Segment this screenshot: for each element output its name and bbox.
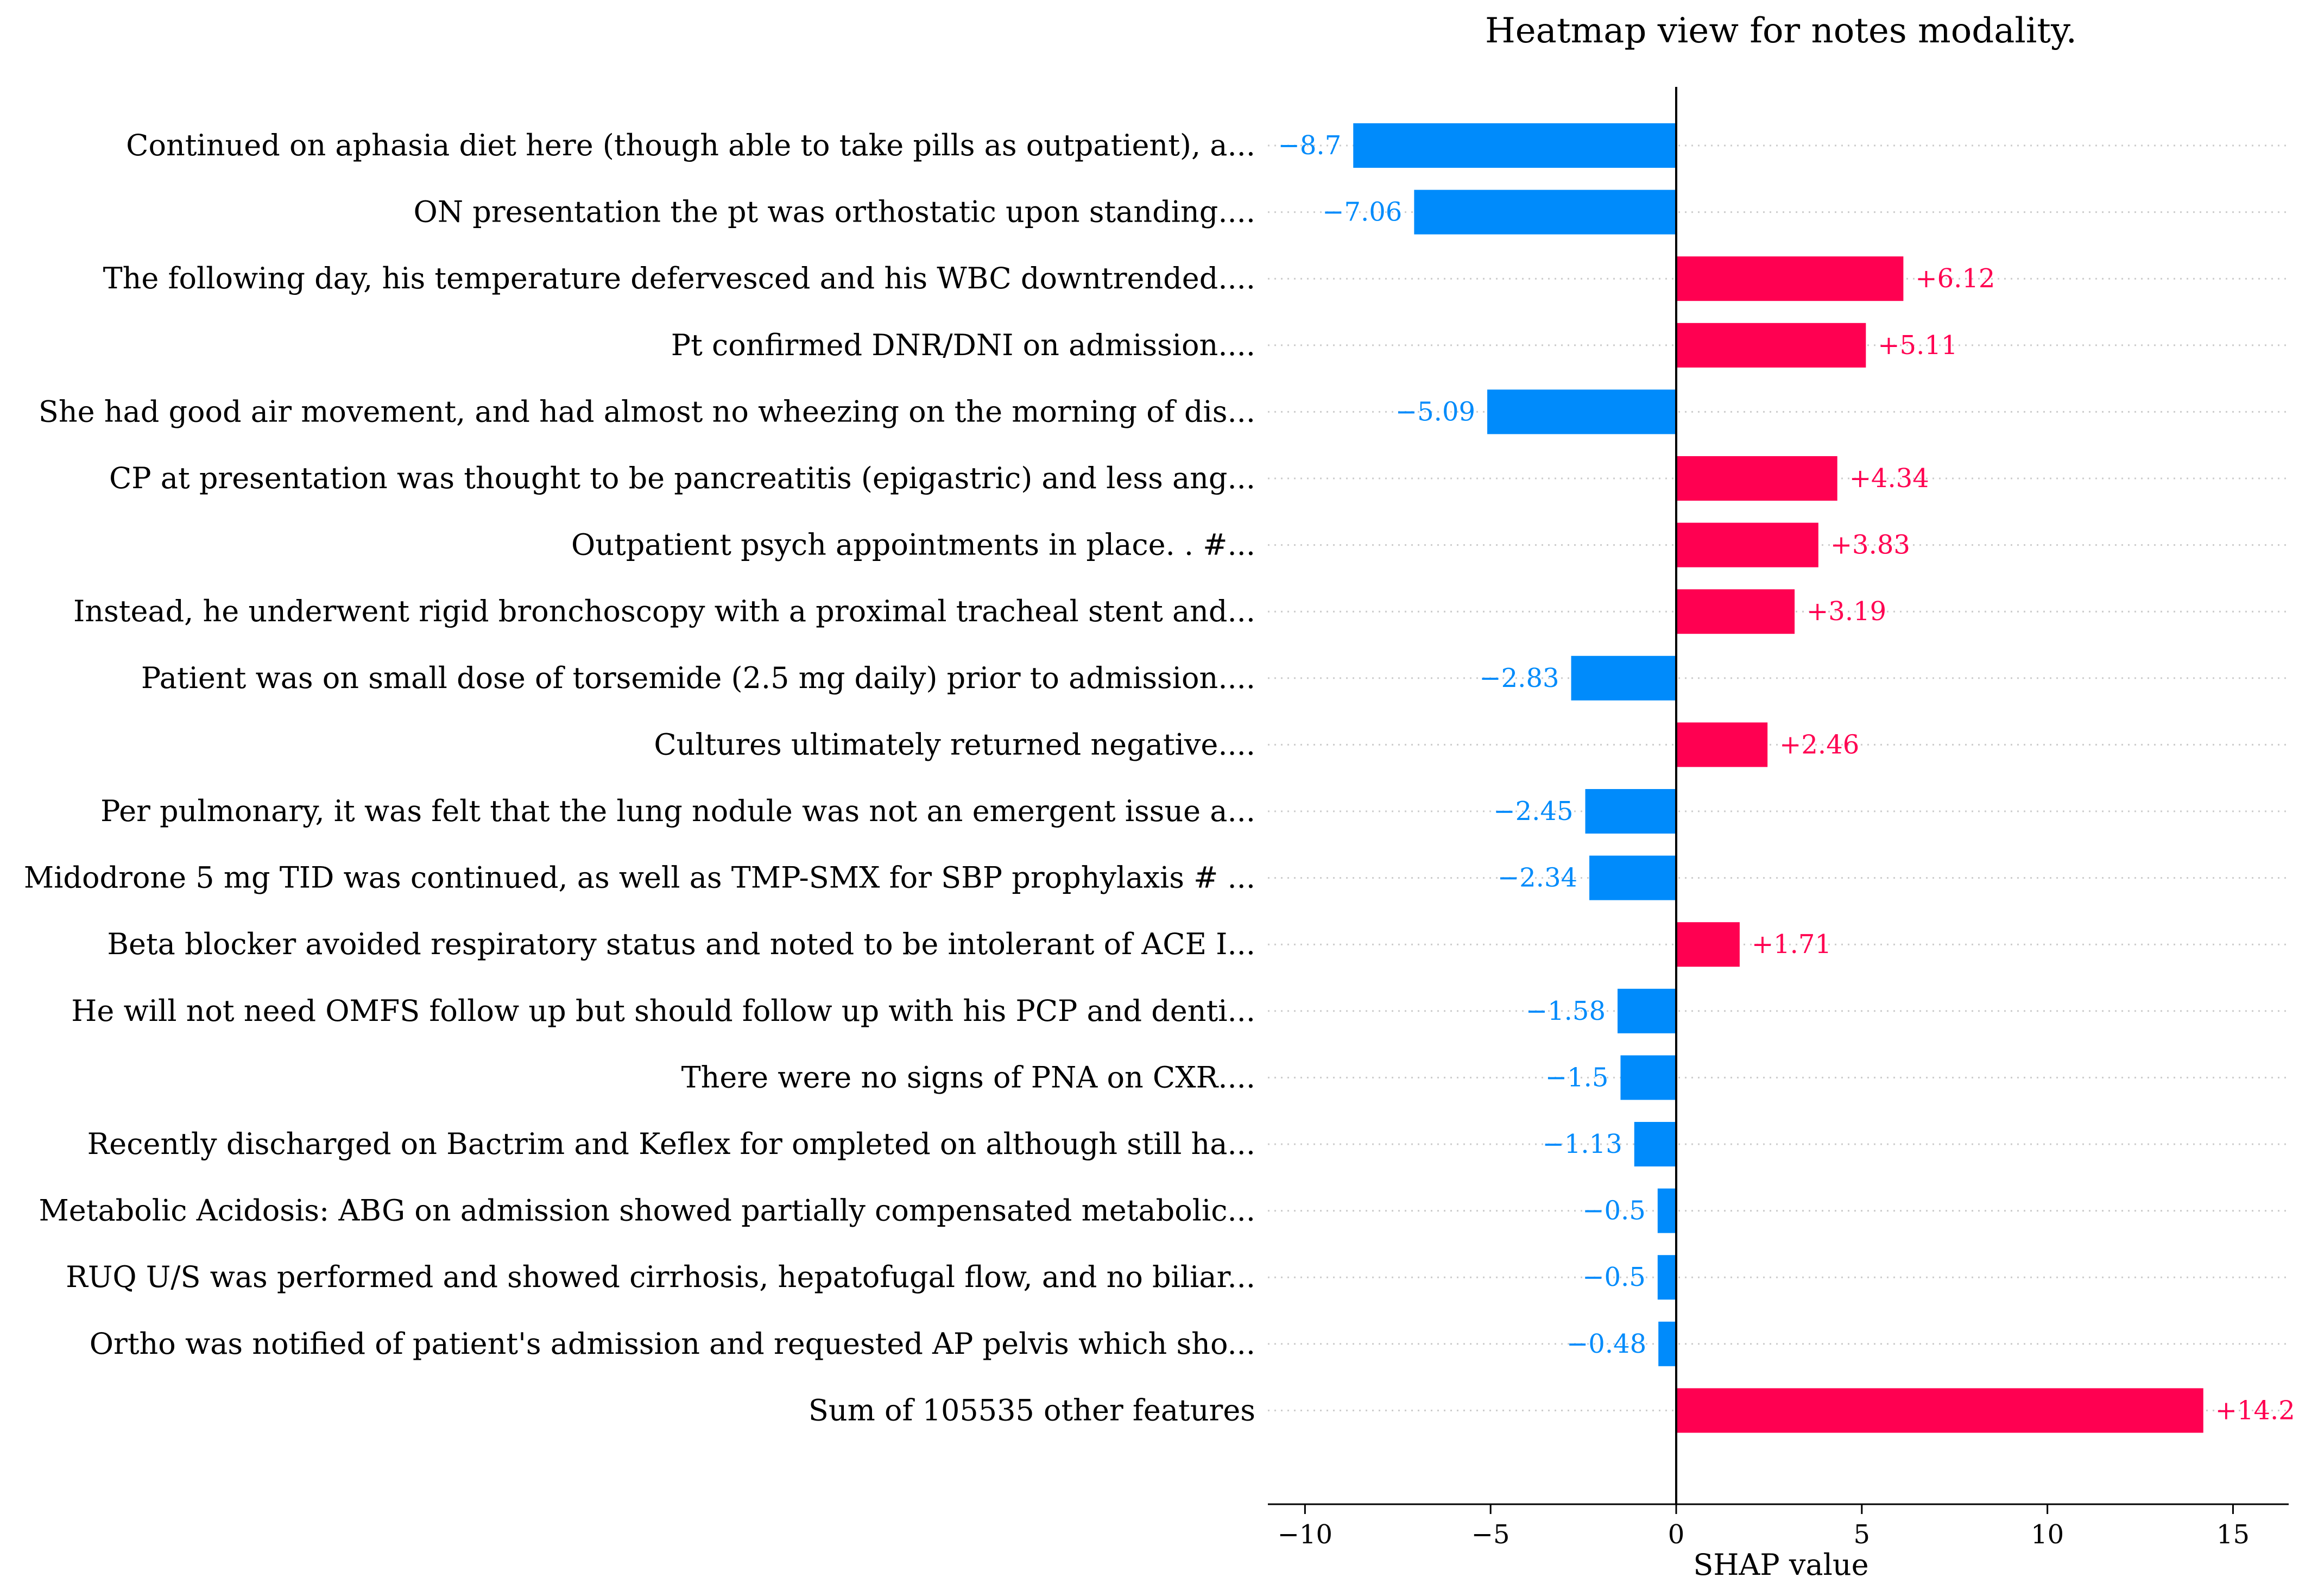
bar: [1676, 922, 1740, 967]
feature-label: Instead, he underwent rigid bronchoscopy…: [73, 594, 1255, 628]
x-tick-label: −5: [1471, 1519, 1510, 1550]
bar: [1617, 988, 1676, 1033]
value-label: +2.46: [1779, 729, 1859, 760]
feature-label: RUQ U/S was performed and showed cirrhos…: [66, 1260, 1255, 1294]
feature-label: Beta blocker avoided respiratory status …: [107, 927, 1255, 961]
feature-label: Recently discharged on Bactrim and Kefle…: [87, 1127, 1255, 1161]
bar: [1658, 1321, 1676, 1366]
bar: [1676, 256, 1904, 301]
value-label: +14.2: [2215, 1395, 2295, 1425]
feature-label: Outpatient psych appointments in place. …: [571, 528, 1255, 562]
bar: [1676, 722, 1768, 767]
value-label: +6.12: [1915, 263, 1995, 294]
value-label: −0.48: [1567, 1329, 1646, 1359]
bar: [1634, 1122, 1676, 1166]
bar: [1676, 323, 1866, 368]
value-label: −8.7: [1278, 130, 1342, 161]
row-guides: [1268, 144, 2289, 1411]
value-label: −2.45: [1493, 796, 1573, 827]
chart-title: Heatmap view for notes modality.: [1485, 11, 2077, 51]
feature-label: Pt confirmed DNR/DNI on admission....: [671, 328, 1255, 362]
value-label: +3.19: [1807, 596, 1886, 627]
feature-label: Continued on aphasia diet here (though a…: [126, 128, 1255, 162]
value-label: −1.5: [1545, 1062, 1609, 1093]
value-label: −0.5: [1582, 1196, 1646, 1226]
feature-label: Ortho was notified of patient's admissio…: [90, 1327, 1255, 1361]
feature-label: She had good air movement, and had almos…: [39, 394, 1255, 428]
bar: [1676, 456, 1837, 501]
feature-label: The following day, his temperature defer…: [103, 261, 1255, 295]
bar: [1571, 655, 1676, 701]
x-tick-label: 15: [2216, 1519, 2250, 1550]
x-tick-label: −10: [1278, 1519, 1332, 1550]
x-axis-ticks: −10 −5 0 5 10 15: [1278, 1504, 2250, 1550]
value-label: −2.34: [1498, 863, 1577, 893]
bar: [1676, 1388, 2203, 1433]
value-label: +1.71: [1752, 929, 1831, 960]
value-label: +3.83: [1830, 530, 1910, 560]
bar: [1676, 589, 1795, 634]
value-labels: −8.7 −7.06 +6.12 +5.11 −5.09 +4.34 +3.83 +3.19 −…: [1278, 130, 2295, 1425]
bar: [1414, 190, 1676, 235]
value-label: −0.5: [1582, 1262, 1646, 1292]
bar: [1353, 123, 1676, 168]
bar: [1585, 789, 1676, 834]
feature-label: There were no signs of PNA on CXR....: [681, 1060, 1255, 1094]
bar: [1589, 855, 1676, 900]
feature-label: Midodrone 5 mg TID was continued, as wel…: [24, 861, 1255, 895]
bar: [1657, 1255, 1676, 1300]
feature-label: Patient was on small dose of torsemide (…: [141, 661, 1255, 695]
value-label: −1.58: [1526, 996, 1606, 1026]
x-tick-label: 5: [1854, 1519, 1871, 1550]
bar: [1487, 389, 1676, 434]
value-label: +5.11: [1878, 330, 1957, 361]
feature-label: Metabolic Acidosis: ABG on admission sho…: [39, 1194, 1255, 1228]
value-label: −2.83: [1479, 663, 1559, 693]
value-label: +4.34: [1849, 463, 1929, 494]
value-label: −1.13: [1543, 1129, 1622, 1159]
bars: [1353, 123, 2203, 1433]
feature-label: ON presentation the pt was orthostatic u…: [414, 195, 1255, 229]
value-label: −5.09: [1395, 396, 1475, 427]
feature-label: Sum of 105535 other features: [809, 1393, 1255, 1427]
feature-labels: Continued on aphasia diet here (though a…: [24, 128, 1255, 1427]
bar: [1657, 1188, 1676, 1233]
value-label: −7.06: [1322, 197, 1402, 228]
bar: [1620, 1055, 1676, 1100]
feature-label: Per pulmonary, it was felt that the lung…: [100, 794, 1255, 828]
bar: [1676, 522, 1818, 567]
feature-label: CP at presentation was thought to be pan…: [109, 461, 1255, 495]
feature-label: Cultures ultimately returned negative...…: [654, 727, 1255, 761]
x-axis-label: SHAP value: [1693, 1548, 1868, 1582]
x-tick-label: 10: [2031, 1519, 2064, 1550]
feature-label: He will not need OMFS follow up but shou…: [71, 994, 1255, 1028]
x-tick-label: 0: [1668, 1519, 1685, 1550]
